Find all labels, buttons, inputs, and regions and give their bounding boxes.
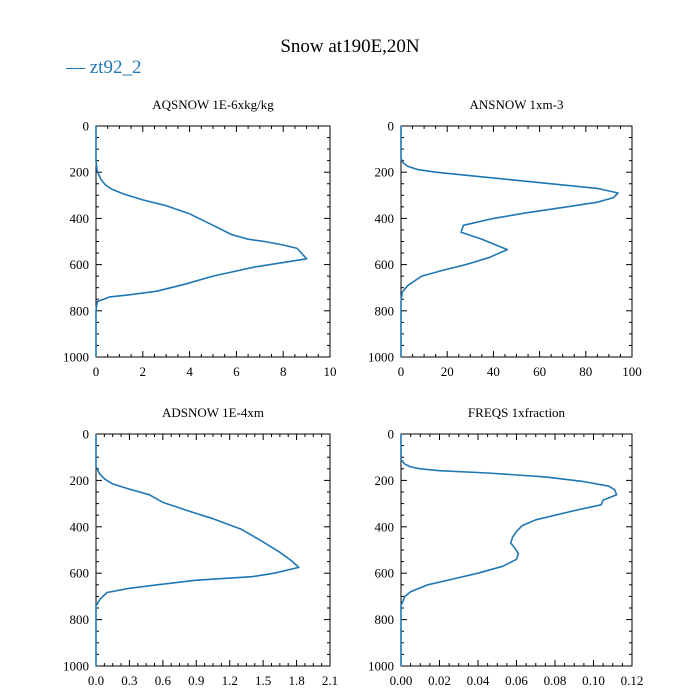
- series-line: [400, 434, 618, 666]
- y-tick-label: 200: [70, 165, 90, 180]
- y-tick-label: 400: [375, 519, 395, 534]
- panel-title: FREQS 1xfraction: [468, 405, 566, 420]
- y-tick-label: 400: [70, 519, 90, 534]
- x-tick-label: 0.3: [121, 673, 137, 688]
- y-tick-label: 400: [70, 211, 90, 226]
- x-tick-label: 0.0: [88, 673, 104, 688]
- x-tick-label: 2: [140, 364, 147, 379]
- panel-1: AQSNOW 1E-6xkg/kg 0 200 400 600 800 1000 0 2 4 6 8 1…: [63, 97, 337, 379]
- legend-line-marker: —: [66, 57, 85, 78]
- y-tick-label: 600: [70, 257, 90, 272]
- series-line: [95, 434, 300, 666]
- y-tick-label: 0: [388, 119, 395, 134]
- x-tick-label: 10: [324, 364, 337, 379]
- x-tick-label: 0.00: [390, 673, 413, 688]
- x-tick-label: 8: [280, 364, 287, 379]
- y-tick-label: 0: [83, 119, 90, 134]
- y-tick-label: 1000: [63, 350, 89, 365]
- series-line: [400, 126, 619, 357]
- panel-title: ANSNOW 1xm-3: [469, 97, 563, 112]
- y-tick-label: 0: [83, 427, 90, 442]
- x-tick-label: 0.02: [428, 673, 451, 688]
- y-tick-label: 1000: [368, 659, 394, 674]
- y-tick-label: 1000: [63, 659, 89, 674]
- x-tick-label: 0: [93, 364, 100, 379]
- x-tick-label: 0.04: [467, 673, 490, 688]
- panel-title: AQSNOW 1E-6xkg/kg: [152, 97, 274, 112]
- y-tick-label: 800: [375, 612, 395, 627]
- series-line: [95, 126, 308, 357]
- y-tick-label: 800: [70, 612, 90, 627]
- x-tick-label: 0.9: [188, 673, 204, 688]
- x-tick-label: 2.1: [322, 673, 338, 688]
- x-tick-label: 0.08: [544, 673, 567, 688]
- plot-frame: [95, 125, 331, 358]
- x-tick-label: 80: [579, 364, 592, 379]
- x-tick-label: 60: [533, 364, 546, 379]
- x-tick-label: 0.10: [582, 673, 605, 688]
- x-tick-label: 20: [441, 364, 454, 379]
- x-tick-label: 40: [487, 364, 500, 379]
- figure-title: Snow at190E,20N: [280, 36, 420, 57]
- x-tick-label: 100: [622, 364, 642, 379]
- y-tick-label: 200: [70, 473, 90, 488]
- x-tick-label: 4: [186, 364, 193, 379]
- x-tick-label: 6: [233, 364, 240, 379]
- x-tick-label: 0.6: [155, 673, 172, 688]
- x-tick-label: 0.06: [505, 673, 528, 688]
- x-tick-label: 0: [398, 364, 405, 379]
- plot-frame: [95, 433, 331, 667]
- panel-2: ANSNOW 1xm-3 0 200 400 600 800 1000 0 20 40 60 80 10…: [368, 97, 642, 379]
- legend-label: zt92_2: [89, 57, 142, 78]
- y-tick-label: 400: [375, 211, 395, 226]
- y-tick-label: 200: [375, 473, 395, 488]
- y-tick-label: 200: [375, 165, 395, 180]
- y-tick-label: 800: [375, 303, 395, 318]
- y-tick-label: 800: [70, 303, 90, 318]
- y-tick-label: 0: [388, 427, 395, 442]
- y-tick-label: 600: [375, 257, 395, 272]
- y-tick-label: 600: [70, 566, 90, 581]
- x-tick-label: 1.8: [288, 673, 304, 688]
- x-tick-label: 0.12: [621, 673, 644, 688]
- y-tick-label: 600: [375, 566, 395, 581]
- x-tick-label: 1.2: [222, 673, 238, 688]
- x-tick-label: 1.5: [255, 673, 271, 688]
- legend: — zt92_2: [66, 57, 141, 79]
- y-tick-label: 1000: [368, 350, 394, 365]
- plot-frame: [400, 125, 633, 358]
- panel-title: ADSNOW 1E-4xm: [162, 405, 264, 420]
